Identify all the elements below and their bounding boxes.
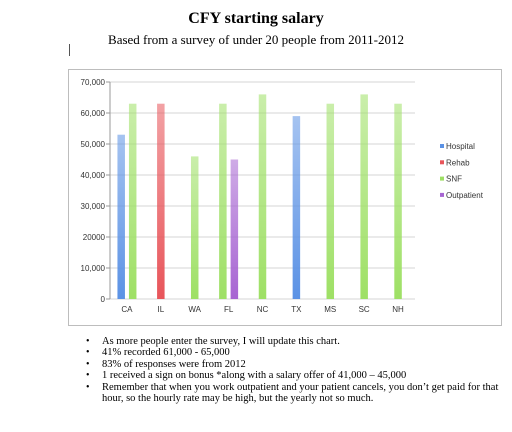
- note-item: • 83% of responses were from 2012: [86, 359, 506, 370]
- bar-tx-hospital: [292, 116, 301, 299]
- chart-frame: 70,000 60,000 50,000 40,000 30,000 20000 10,00…: [68, 69, 502, 326]
- legend-swatch: [440, 192, 444, 197]
- note-item: • Remember that when you work outpatient …: [86, 382, 506, 405]
- legend-swatch: [440, 176, 444, 181]
- bar-ms-snf: [326, 103, 335, 299]
- legend: Hospital Rehab SNF Outpatient: [440, 142, 484, 200]
- y-tick-label: 30,000: [81, 202, 106, 211]
- bars: [117, 94, 402, 300]
- legend-label: Outpatient: [446, 191, 484, 200]
- x-tick-label: FL: [224, 305, 234, 314]
- y-tick-label: 60,000: [81, 109, 106, 118]
- x-tick-label: NC: [257, 305, 269, 314]
- note-text: 83% of responses were from 2012: [102, 358, 246, 370]
- y-tick-label: 40,000: [81, 171, 106, 180]
- y-tick-label: 0: [101, 295, 106, 304]
- y-tick-label: 50,000: [81, 140, 106, 149]
- bullet-icon: •: [86, 336, 90, 347]
- bar-chart: 70,000 60,000 50,000 40,000 30,000 20000 10,00…: [81, 78, 484, 314]
- x-tick-label: TX: [291, 305, 302, 314]
- bullet-icon: •: [86, 358, 90, 370]
- bullet-icon: •: [86, 347, 90, 359]
- text-cursor: [69, 44, 70, 56]
- y-tick-label: 70,000: [81, 78, 106, 87]
- legend-label: Rehab: [446, 158, 470, 167]
- note-text: 1 received a sign on bonus *along with a…: [102, 370, 407, 382]
- legend-swatch: [440, 160, 444, 165]
- note-item: • 1 received a sign on bonus *along with …: [86, 370, 506, 381]
- legend-swatch: [440, 144, 444, 148]
- x-tick-label: MS: [324, 305, 336, 314]
- legend-label: SNF: [446, 175, 462, 184]
- legend-label: Hospital: [446, 142, 475, 151]
- bar-sc-snf: [360, 94, 368, 300]
- bar-fl-outpatient: [230, 159, 239, 299]
- x-tick-label: WA: [188, 305, 201, 314]
- x-tick-label: CA: [121, 305, 133, 314]
- x-axis-ticks: CA IL WA FL NC TX MS SC NH: [121, 305, 404, 314]
- bar-ca-snf: [128, 103, 137, 299]
- note-text: Remember that when you work outpatient a…: [102, 381, 499, 405]
- note-item: • 41% recorded 61,000 - 65,000: [86, 347, 506, 358]
- x-tick-label: IL: [157, 305, 164, 314]
- bar-ca-hospital: [117, 134, 125, 299]
- y-tick-label: 20000: [83, 233, 106, 242]
- notes-list: • As more people enter the survey, I will…: [86, 336, 506, 404]
- x-tick-label: NH: [392, 305, 404, 314]
- bar-fl-snf: [219, 103, 227, 299]
- y-tick-label: 10,000: [81, 264, 106, 273]
- bar-nc-snf: [258, 94, 267, 300]
- note-text: 41% recorded 61,000 - 65,000: [102, 347, 230, 359]
- note-text: As more people enter the survey, I will …: [102, 336, 340, 347]
- x-tick-label: SC: [359, 305, 370, 314]
- bar-nh-snf: [394, 103, 402, 299]
- bullet-icon: •: [86, 381, 90, 393]
- bullet-icon: •: [86, 370, 90, 382]
- y-axis-ticks: 70,000 60,000 50,000 40,000 30,000 20000 10,00…: [81, 78, 111, 304]
- bar-il-rehab: [157, 103, 165, 299]
- chart-title: CFY starting salary: [188, 10, 324, 27]
- bar-wa-snf: [190, 156, 199, 299]
- chart-subtitle: Based from a survey of under 20 people f…: [108, 32, 404, 47]
- note-item: • As more people enter the survey, I will…: [86, 336, 506, 347]
